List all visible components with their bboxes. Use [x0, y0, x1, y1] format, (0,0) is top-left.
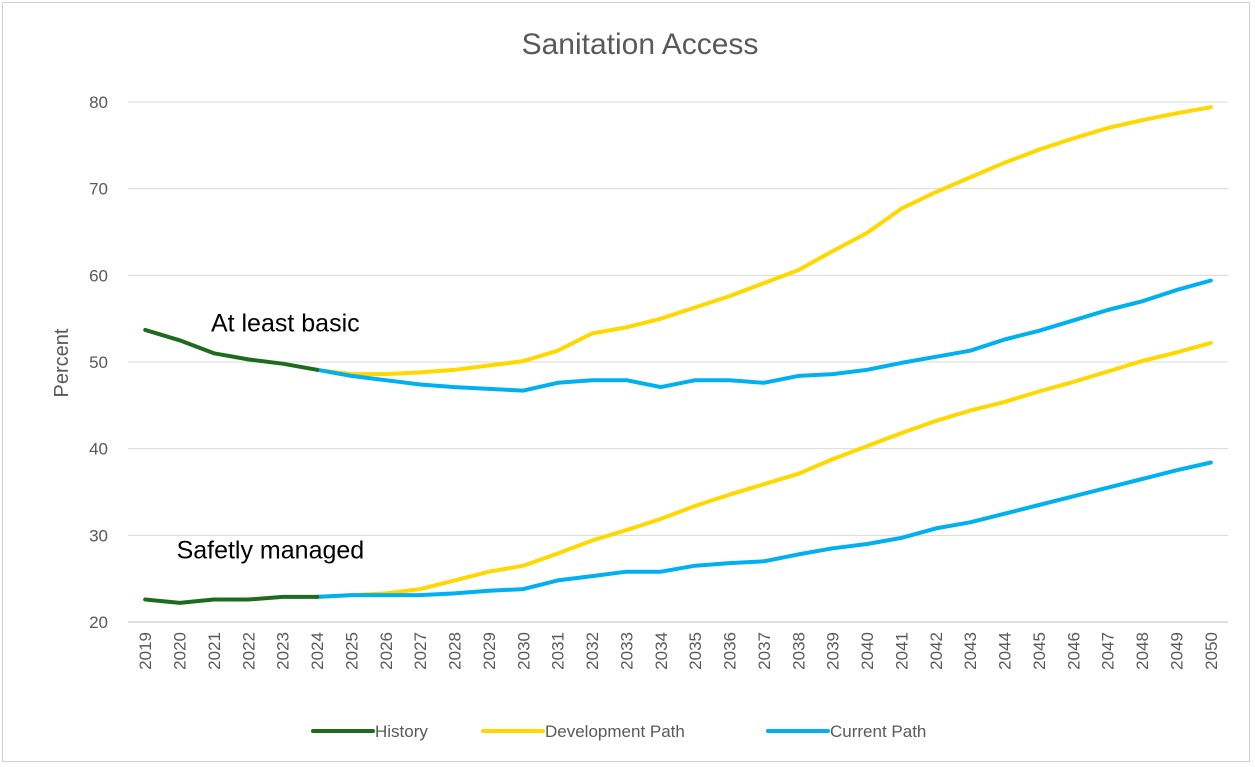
x-tick-label: 2049 — [1167, 632, 1186, 670]
series-line-history-at-least-basic — [143, 327, 320, 372]
x-tick-label: 2022 — [239, 632, 258, 670]
series-line-current-path-safetly-managed — [315, 460, 1213, 599]
y-tick-label: 40 — [89, 440, 108, 459]
x-tick-label: 2039 — [824, 632, 843, 670]
series-line-current-path-at-least-basic — [315, 278, 1213, 393]
x-tick-label: 2030 — [514, 632, 533, 670]
x-tick-label: 2041 — [892, 632, 911, 670]
y-tick-label: 60 — [89, 266, 108, 285]
x-tick-label: 2031 — [549, 632, 568, 670]
x-tick-label: 2021 — [205, 632, 224, 670]
x-tick-label: 2026 — [377, 632, 396, 670]
x-tick-label: 2036 — [721, 632, 740, 670]
x-tick-label: 2019 — [136, 632, 155, 670]
x-tick-label: 2032 — [583, 632, 602, 670]
x-axis-ticks: 2019 2020 2021 2022 2023 2024 2025 2026 2027 2028… — [136, 632, 1221, 670]
x-tick-label: 2044 — [996, 632, 1015, 670]
x-tick-label: 2043 — [961, 632, 980, 670]
x-tick-label: 2025 — [342, 632, 361, 670]
x-tick-label: 2023 — [274, 632, 293, 670]
x-tick-label: 2045 — [1030, 632, 1049, 670]
x-tick-label: 2020 — [171, 632, 190, 670]
x-tick-label: 2035 — [686, 632, 705, 670]
y-tick-label: 30 — [89, 526, 108, 545]
series-line-development-path-safetly-managed — [315, 340, 1213, 599]
x-tick-label: 2038 — [789, 632, 808, 670]
series-line-history-safetly-managed — [143, 594, 320, 605]
x-tick-label: 2040 — [858, 632, 877, 670]
x-tick-label: 2050 — [1202, 632, 1221, 670]
x-tick-label: 2029 — [480, 632, 499, 670]
x-tick-label: 2037 — [755, 632, 774, 670]
annotation-label: At least basic — [211, 310, 360, 338]
y-tick-label: 70 — [89, 180, 108, 199]
x-tick-label: 2042 — [927, 632, 946, 670]
y-tick-label: 20 — [89, 613, 108, 632]
gridlines — [128, 101, 1228, 623]
y-axis-label: Percent — [51, 328, 73, 397]
legend-label: History — [375, 722, 428, 741]
x-tick-label: 2034 — [652, 632, 671, 670]
chart-title: Sanitation Access — [522, 28, 759, 61]
x-tick-label: 2047 — [1099, 632, 1118, 670]
legend-label: Development Path — [545, 722, 685, 741]
legend: History Development Path Current Path — [311, 722, 926, 741]
y-axis-ticks: 20 30 40 50 60 70 80 — [89, 93, 108, 632]
series-line-development-path-at-least-basic — [315, 105, 1213, 377]
x-tick-label: 2027 — [411, 632, 430, 670]
x-tick-label: 2024 — [308, 632, 327, 670]
x-tick-label: 2048 — [1133, 632, 1152, 670]
series-lines — [143, 105, 1213, 605]
y-tick-label: 80 — [89, 93, 108, 112]
legend-label: Current Path — [830, 722, 926, 741]
y-tick-label: 50 — [89, 353, 108, 372]
x-tick-label: 2046 — [1064, 632, 1083, 670]
x-tick-label: 2033 — [617, 632, 636, 670]
x-tick-label: 2028 — [446, 632, 465, 670]
annotations: At least basic Safetly managed — [177, 310, 365, 565]
annotation-label: Safetly managed — [177, 537, 365, 565]
